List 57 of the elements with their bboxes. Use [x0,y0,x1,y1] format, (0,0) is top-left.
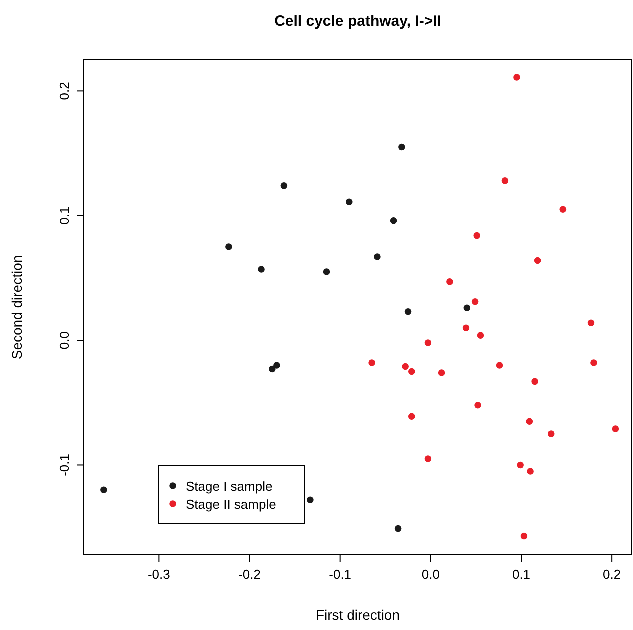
point [496,362,504,369]
legend-label: Stage II sample [186,497,276,512]
point [404,308,412,316]
y-tick-label: 0.2 [57,82,72,100]
point [274,362,280,369]
point [438,370,446,376]
point [390,217,398,224]
point [307,496,314,504]
x-tick-label: 0.0 [422,567,440,582]
y-axis-title: Second direction [9,255,25,360]
x-tick-label: 0.2 [603,567,622,582]
point [394,525,402,532]
point [424,456,432,462]
point [520,532,528,540]
point [269,366,276,373]
point [100,486,108,494]
point [514,74,520,81]
point [472,298,479,306]
x-axis-title: First direction [316,607,400,623]
point [534,257,542,264]
point [258,266,265,273]
chart-title: Cell cycle pathway, I->II [274,13,442,30]
point [474,232,480,240]
legend-label: Stage I sample [186,479,273,494]
point [408,368,416,376]
point [462,324,470,332]
point [474,402,482,409]
point [517,462,524,469]
x-tick-label: -0.2 [238,567,261,582]
x-tick-label: 0.1 [512,567,531,582]
point [226,244,232,250]
y-tick-label: 0.0 [57,332,72,350]
point [424,340,432,346]
point [464,304,471,312]
point [527,468,534,475]
point [323,268,330,276]
point [368,360,376,366]
point [408,413,416,420]
point [280,182,288,190]
point [590,360,598,366]
point [532,378,538,386]
y-tick-label: -0.1 [57,454,72,476]
point [446,278,454,286]
point [548,430,555,438]
point [402,363,409,370]
point [477,332,484,339]
point [346,198,353,206]
point [588,320,595,326]
x-tick-label: -0.3 [148,567,170,582]
point [612,426,620,432]
x-tick-label: -0.1 [329,567,352,582]
point [398,144,406,151]
point [502,178,509,184]
y-tick-label: 0.1 [57,206,72,225]
point [560,206,567,213]
point [374,254,381,260]
point [526,418,534,425]
